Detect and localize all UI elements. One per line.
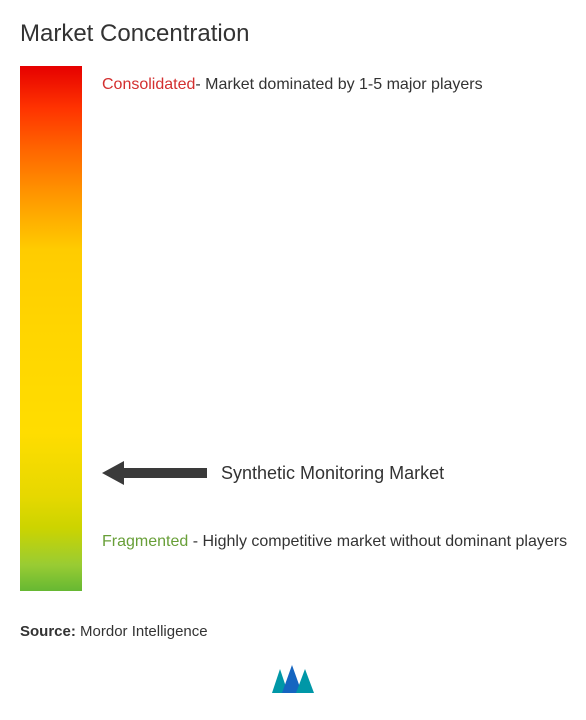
mordor-logo-icon	[272, 663, 314, 695]
logo	[272, 663, 314, 700]
market-indicator: Synthetic Monitoring Market	[102, 461, 444, 485]
consolidated-highlight: Consolidated	[102, 76, 195, 93]
market-name: Synthetic Monitoring Market	[221, 463, 444, 484]
arrow-left-icon	[102, 461, 207, 485]
consolidated-label: Consolidated- Market dominated by 1-5 ma…	[102, 74, 571, 96]
source-attribution: Source: Mordor Intelligence	[20, 623, 571, 640]
consolidated-description: - Market dominated by 1-5 major players	[195, 76, 482, 93]
fragmented-highlight: Fragmented	[102, 533, 188, 550]
labels-area: Consolidated- Market dominated by 1-5 ma…	[98, 66, 571, 591]
chart-title: Market Concentration	[20, 20, 571, 48]
source-value: Mordor Intelligence	[80, 623, 208, 640]
concentration-gradient-bar	[20, 66, 82, 591]
fragmented-label: Fragmented - Highly competitive market w…	[102, 526, 571, 558]
chart-container: Consolidated- Market dominated by 1-5 ma…	[15, 66, 571, 591]
source-label: Source:	[20, 623, 76, 640]
fragmented-description: - Highly competitive market without domi…	[193, 533, 567, 550]
